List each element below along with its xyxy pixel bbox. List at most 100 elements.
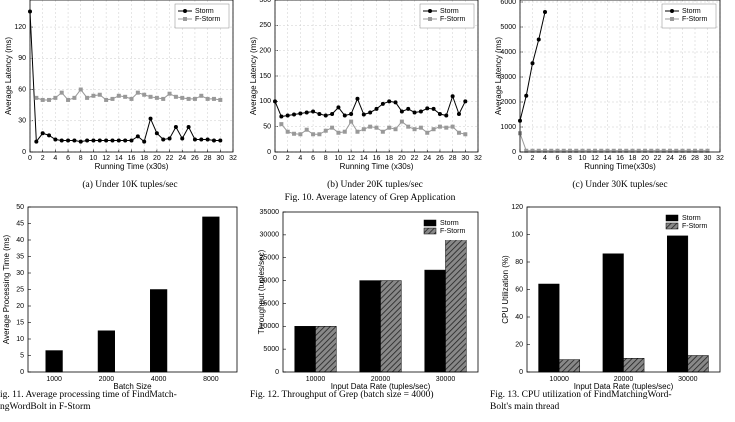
legend-box — [174, 3, 230, 29]
y-tick-label: 5000 — [263, 346, 279, 353]
x-tick-label: 30 — [216, 155, 224, 162]
plot-frame — [526, 206, 721, 373]
marker — [463, 132, 468, 137]
marker — [292, 131, 297, 136]
marker — [104, 97, 109, 102]
marker — [91, 93, 96, 98]
x-tick-label: 26 — [436, 155, 444, 162]
marker — [437, 124, 442, 129]
y-tick-label: 15000 — [260, 300, 280, 307]
y-tick-label: 0 — [275, 369, 279, 376]
marker — [211, 96, 216, 101]
marker — [580, 148, 585, 153]
marker — [649, 148, 654, 153]
legend-swatch — [423, 227, 437, 235]
y-tick-label: 20000 — [260, 277, 280, 284]
y-tick-label: 0 — [22, 149, 26, 156]
marker — [586, 148, 591, 153]
caption: Fig. 13. CPU utilization of FindMatching… — [490, 389, 672, 400]
marker — [161, 96, 166, 101]
marker — [342, 113, 347, 118]
legend-marker — [428, 9, 432, 13]
legend-marker — [670, 17, 674, 21]
x-tick-label: 6 — [66, 155, 70, 162]
x-tick-label: 20 — [641, 155, 649, 162]
x-tick-label: 6 — [311, 155, 315, 162]
y-tick-label: 1000 — [500, 124, 516, 131]
marker — [393, 127, 398, 132]
marker — [330, 112, 335, 116]
bar — [315, 326, 337, 373]
legend-swatch — [665, 222, 679, 230]
x-tick-label: 12 — [102, 155, 110, 162]
x-tick-label: 14 — [115, 155, 123, 162]
bar — [558, 359, 581, 373]
marker — [705, 148, 710, 153]
marker — [78, 139, 83, 144]
marker — [568, 148, 572, 153]
x-axis-label: Batch Size — [113, 382, 152, 391]
x-tick-label: 1000 — [46, 376, 62, 383]
y-tick-label: 60 — [515, 286, 523, 293]
marker — [116, 93, 121, 98]
x-tick-label: 10000 — [549, 376, 569, 383]
marker — [148, 94, 153, 99]
y-tick-label: 5 — [20, 352, 24, 359]
x-tick-label: 30 — [461, 155, 469, 162]
marker — [205, 137, 210, 142]
y-tick-label: 200 — [259, 48, 271, 55]
marker — [59, 138, 64, 143]
x-tick-label: 20 — [153, 155, 161, 162]
legend-marker — [183, 17, 187, 21]
legend-label: Storm — [195, 8, 214, 15]
marker — [530, 61, 535, 66]
marker — [192, 137, 197, 142]
marker — [199, 93, 204, 98]
marker — [611, 148, 616, 153]
plot-frame — [282, 211, 479, 373]
marker — [66, 138, 71, 143]
marker — [66, 97, 71, 102]
y-axis-label: Throughput (tuples/sec) — [257, 249, 266, 334]
x-tick-label: 16 — [128, 155, 136, 162]
x-tick-label: 2000 — [99, 376, 115, 383]
bar — [202, 216, 220, 373]
marker — [154, 131, 159, 136]
marker — [543, 10, 547, 14]
marker — [218, 97, 223, 102]
bar — [359, 280, 381, 373]
marker — [630, 148, 635, 153]
marker — [186, 96, 191, 101]
marker — [135, 90, 140, 95]
y-axis-label: Average Latency (ms) — [249, 37, 258, 115]
marker — [148, 116, 153, 121]
line — [519, 133, 708, 152]
marker — [97, 138, 102, 143]
y-tick-label: 25 — [16, 286, 24, 293]
x-tick-label: 10 — [579, 155, 587, 162]
marker — [374, 125, 379, 130]
x-tick-label: 4 — [543, 155, 547, 162]
y-axis-label: Average Latency (ms) — [4, 37, 13, 115]
x-tick-label: 20 — [398, 155, 406, 162]
legend-marker — [670, 9, 674, 13]
marker — [199, 137, 204, 142]
marker — [110, 138, 115, 143]
x-axis-label: Input Data Rate (tuples/sec) — [331, 382, 431, 391]
marker — [524, 93, 529, 98]
marker — [431, 127, 436, 132]
x-tick-label: 8000 — [203, 376, 219, 383]
marker — [40, 131, 45, 136]
marker — [399, 109, 404, 114]
caption: Fig. 10. Average latency of Grep Applica… — [285, 192, 456, 203]
marker — [536, 37, 541, 42]
marker — [161, 137, 166, 142]
marker — [549, 148, 554, 153]
x-tick-label: 32 — [474, 155, 482, 162]
x-tick-label: 8 — [324, 155, 328, 162]
marker — [593, 148, 597, 153]
legend-label: F-Storm — [195, 16, 220, 23]
bar — [294, 326, 316, 373]
marker — [368, 110, 373, 115]
x-tick-label: 0 — [518, 155, 522, 162]
